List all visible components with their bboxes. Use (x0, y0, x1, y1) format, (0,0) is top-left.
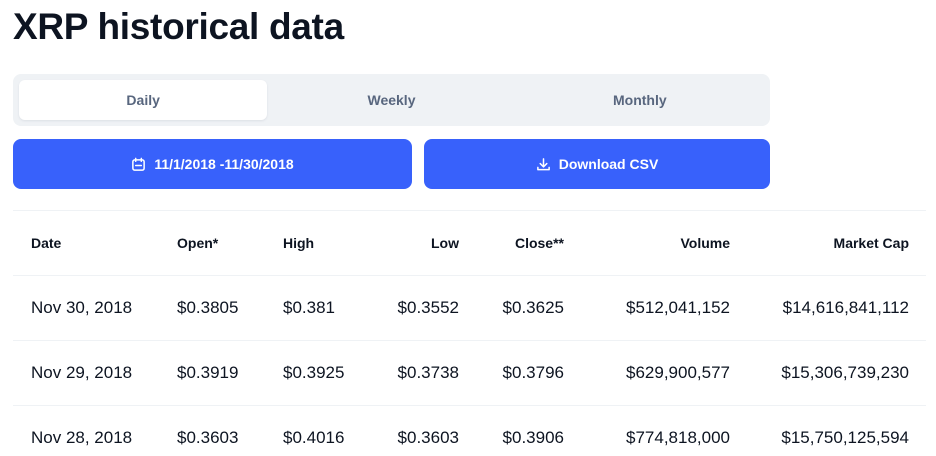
cell-close: $0.3906 (502, 428, 564, 447)
cell-open: $0.3603 (177, 428, 239, 447)
cell-volume: $629,900,577 (626, 363, 730, 382)
download-csv-button[interactable]: Download CSV (424, 139, 770, 189)
table-header-row: Date Open* High Low Close** Volume Marke… (13, 210, 926, 275)
cell-volume: $512,041,152 (626, 298, 730, 317)
cell-open: $0.3919 (177, 363, 239, 382)
cell-low: $0.3603 (397, 428, 459, 447)
date-range-button[interactable]: 11/1/2018 -11/30/2018 (13, 139, 412, 189)
cell-open: $0.3805 (177, 298, 239, 317)
cell-high: $0.3925 (283, 363, 345, 382)
cell-market-cap: $14,616,841,112 (782, 298, 909, 317)
cell-volume: $774,818,000 (626, 428, 730, 447)
cell-market-cap: $15,306,739,230 (781, 363, 909, 382)
cell-market-cap: $15,750,125,594 (781, 428, 909, 447)
tab-weekly[interactable]: Weekly (367, 92, 416, 108)
cell-high: $0.381 (283, 298, 335, 317)
column-header-open[interactable]: Open* (177, 235, 219, 251)
cell-high: $0.4016 (283, 428, 345, 447)
cell-date: Nov 29, 2018 (31, 363, 133, 382)
cell-date: Nov 30, 2018 (31, 298, 133, 317)
column-header-market-cap[interactable]: Market Cap (833, 235, 909, 251)
tab-daily[interactable]: Daily (19, 80, 268, 120)
column-header-low[interactable]: Low (431, 235, 459, 251)
cell-close: $0.3625 (502, 298, 564, 317)
column-header-high[interactable]: High (283, 235, 315, 251)
column-header-date[interactable]: Date (31, 235, 62, 251)
interval-tabs: Daily Weekly Monthly (13, 74, 770, 126)
date-range-label: 11/1/2018 -11/30/2018 (154, 156, 294, 172)
column-header-close[interactable]: Close** (514, 235, 564, 251)
historical-data-table: Date Open* High Low Close** Volume Marke… (13, 210, 926, 456)
table-row: Nov 28, 2018 $0.3603 $0.4016 $0.3603 $0.… (13, 405, 926, 456)
page-title: XRP historical data (13, 6, 344, 47)
table-row: Nov 30, 2018 $0.3805 $0.381 $0.3552 $0.3… (13, 275, 926, 340)
cell-low: $0.3552 (397, 298, 459, 317)
download-icon (536, 157, 551, 172)
cell-close: $0.3796 (502, 363, 564, 382)
column-header-volume[interactable]: Volume (680, 235, 730, 251)
cell-date: Nov 28, 2018 (31, 428, 133, 447)
table-row: Nov 29, 2018 $0.3919 $0.3925 $0.3738 $0.… (13, 340, 926, 405)
cell-low: $0.3738 (397, 363, 459, 382)
calendar-icon (131, 157, 146, 172)
download-csv-label: Download CSV (558, 156, 659, 172)
tab-monthly[interactable]: Monthly (612, 92, 667, 108)
